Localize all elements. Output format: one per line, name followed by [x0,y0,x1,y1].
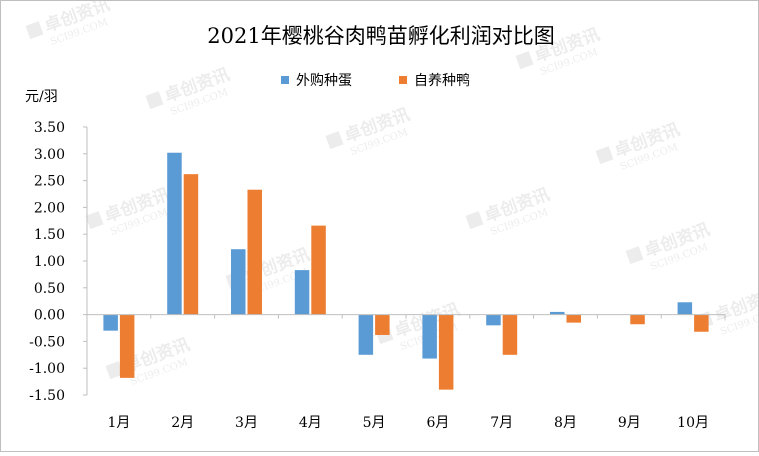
y-tick-label: 2.50 [34,174,65,190]
bar [167,152,182,315]
x-tick-label: 4月 [299,415,322,431]
bar [247,189,262,315]
y-tick-label: -1.50 [29,388,65,404]
y-tick-label: -0.50 [29,334,65,350]
legend: 外购种蛋 自养种鸭 [281,73,470,89]
legend-label: 外购种蛋 [296,73,352,89]
bar [630,314,645,325]
legend-label: 自养种鸭 [414,73,470,89]
x-axis: 1月 2月 3月 4月 5月 6月 7月 8月 9月 10月 [87,314,726,431]
bar [183,174,199,315]
y-axis-unit-label: 元/羽 [25,89,58,105]
y-tick-label: 3.00 [34,147,65,163]
legend-swatch [399,76,407,84]
x-tick-label: 10月 [677,415,709,431]
y-axis: -1.50 -1.00 -0.50 0.00 0.50 1.00 1.50 2.00 2.50 3… [29,120,88,404]
x-tick-label: 6月 [426,415,449,431]
x-tick-label: 9月 [618,415,641,431]
bar [694,314,709,332]
y-tick-label: 0.50 [34,281,65,297]
y-tick-label: 2.00 [34,200,65,216]
bar [119,314,135,378]
bar [375,314,390,335]
y-tick-label: 3.50 [34,120,65,136]
bar [486,314,501,326]
bar [358,314,374,355]
y-tick-label: 1.50 [34,227,65,243]
bar [294,270,310,315]
bar [677,302,693,315]
y-tick-label: 0.00 [34,308,65,324]
bar [311,225,326,315]
x-tick-label: 7月 [490,415,513,431]
y-tick-label: 1.00 [34,254,65,270]
bar [550,311,565,315]
legend-item: 外购种蛋 [281,73,352,89]
bar [502,314,518,355]
bars-layer [103,152,709,390]
x-tick-label: 3月 [235,415,258,431]
bar [566,314,581,323]
bar [103,314,118,331]
y-tick-label: -1.00 [29,361,65,377]
x-tick-label: 2月 [171,415,194,431]
chart-title: 2021年樱桃谷肉鸭苗孵化利润对比图 [207,24,554,48]
bar [438,314,454,390]
legend-swatch [281,76,289,84]
bar [231,249,246,315]
x-tick-label: 1月 [107,415,130,431]
bar [422,314,437,359]
legend-item: 自养种鸭 [399,73,470,89]
x-tick-label: 5月 [363,415,386,431]
x-tick-label: 8月 [554,415,577,431]
